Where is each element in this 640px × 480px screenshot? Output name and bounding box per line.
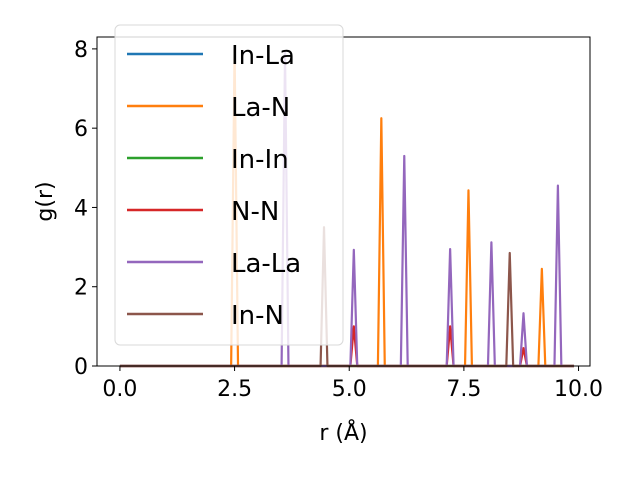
y-tick-label: 6 (74, 117, 88, 142)
x-tick-label: 0.0 (102, 377, 137, 402)
legend-label-in-in: In-In (231, 145, 289, 175)
legend-label-in-la: In-La (231, 41, 295, 71)
y-tick-label: 0 (74, 355, 88, 380)
x-axis-label: r (Å) (319, 419, 367, 446)
x-tick-label: 7.5 (446, 377, 481, 402)
y-tick-label: 8 (74, 38, 88, 63)
y-tick-label: 4 (74, 196, 88, 221)
legend-label-la-n: La-N (231, 93, 290, 123)
legend-label-la-la: La-La (231, 249, 301, 279)
x-tick-label: 2.5 (217, 377, 252, 402)
legend-label-n-n: N-N (231, 197, 279, 227)
y-axis-label: g(r) (33, 181, 58, 221)
legend-label-in-n: In-N (231, 301, 284, 331)
legend-box (114, 24, 344, 346)
x-tick-label: 10.0 (554, 377, 603, 402)
x-tick-label: 5.0 (332, 377, 367, 402)
y-tick-label: 2 (74, 276, 88, 301)
series-line-n-n (119, 325, 574, 368)
legend: In-La La-N In-In N-N La-La In-N (114, 24, 344, 346)
axis-layer: 0.0 2.5 5.0 7.5 10.0 0 2 4 6 8 (74, 38, 603, 402)
